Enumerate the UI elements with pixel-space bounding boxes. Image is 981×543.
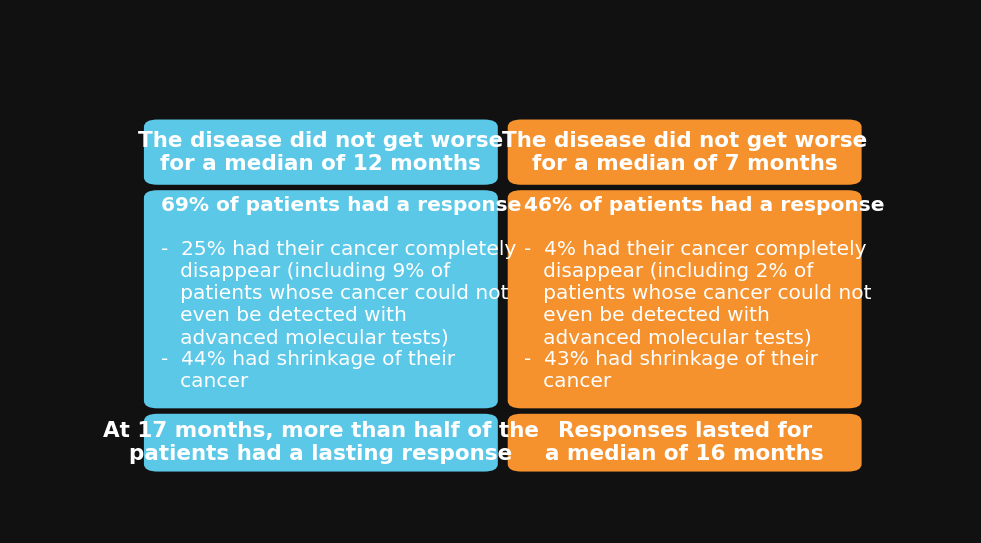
FancyBboxPatch shape [144, 414, 497, 471]
Text: 69% of patients had a response: 69% of patients had a response [161, 197, 521, 216]
FancyBboxPatch shape [508, 190, 861, 408]
Text: The disease did not get worse
for a median of 12 months: The disease did not get worse for a medi… [138, 130, 503, 174]
Text: -  25% had their cancer completely
   disappear (including 9% of
   patients who: - 25% had their cancer completely disapp… [161, 218, 516, 391]
FancyBboxPatch shape [144, 190, 497, 408]
FancyBboxPatch shape [508, 119, 861, 185]
Text: -  4% had their cancer completely
   disappear (including 2% of
   patients whos: - 4% had their cancer completely disappe… [525, 218, 872, 391]
Text: 46% of patients had a response: 46% of patients had a response [525, 197, 885, 216]
FancyBboxPatch shape [144, 119, 497, 185]
Text: At 17 months, more than half of the
patients had a lasting response: At 17 months, more than half of the pati… [103, 421, 539, 464]
Text: The disease did not get worse
for a median of 7 months: The disease did not get worse for a medi… [502, 130, 867, 174]
Text: Responses lasted for
a median of 16 months: Responses lasted for a median of 16 mont… [545, 421, 824, 464]
FancyBboxPatch shape [508, 414, 861, 471]
